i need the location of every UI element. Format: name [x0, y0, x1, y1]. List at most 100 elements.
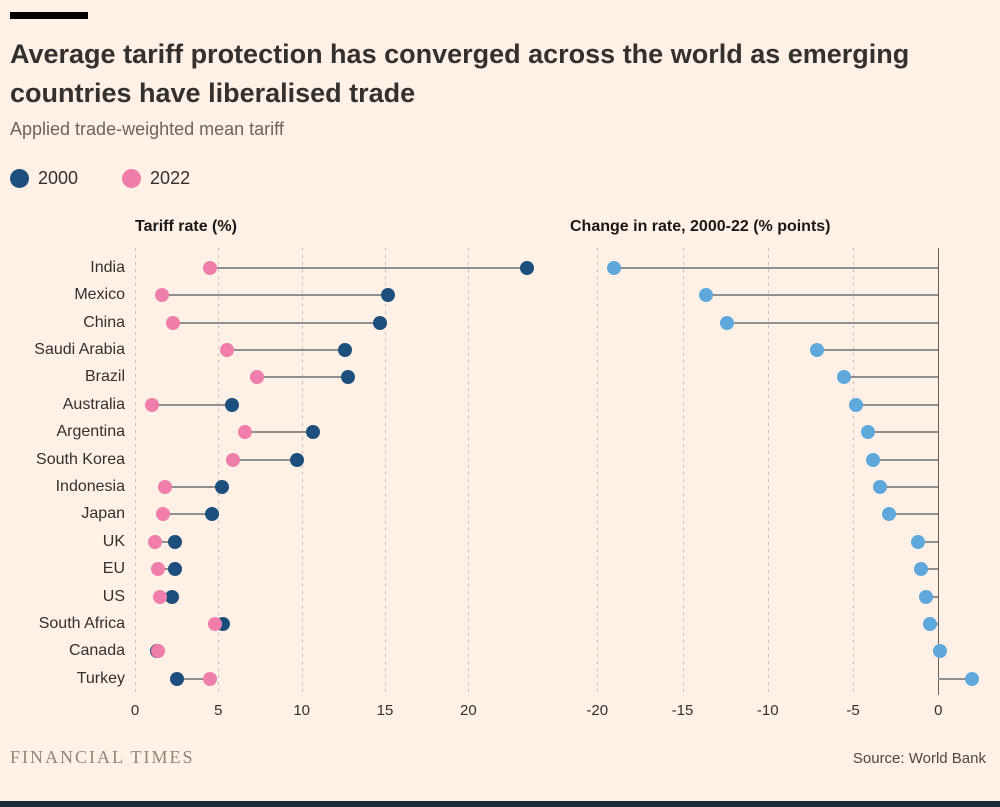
dot-change-india: [607, 260, 622, 275]
dot-change-uk: [910, 534, 925, 549]
axis-row: 0 5 10 15 20 -20 -15 -10 -5 0: [10, 695, 986, 721]
dot-2022-eu: [151, 562, 166, 577]
legend: 2000 2022: [10, 166, 1000, 190]
right-panel-title: Change in rate, 2000-22 (% points): [570, 218, 831, 236]
dot-2000-us: [164, 589, 179, 604]
country-label-turkey: Turkey: [76, 669, 125, 687]
country-label-brazil: Brazil: [84, 368, 125, 386]
dot-2000-indonesia: [214, 479, 229, 494]
dot-2022-south-africa: [208, 616, 222, 631]
dot-change-australia: [849, 397, 864, 412]
bottom-bar: [0, 801, 1000, 807]
dot-2000-south-korea: [289, 452, 304, 467]
connector-brazil: [256, 376, 349, 379]
dot-2000-saudi-arabia: [338, 342, 352, 357]
panel-title-spacer: [10, 218, 135, 236]
dot-2022-japan: [156, 507, 171, 522]
gridline--5: [853, 248, 855, 696]
country-label-china: China: [83, 313, 125, 331]
stem-india: [614, 266, 939, 269]
dot-2022-india: [203, 260, 217, 275]
country-label-mexico: Mexico: [74, 286, 125, 304]
stem-south-korea: [873, 458, 939, 461]
legend-dot-2022: [122, 168, 142, 188]
tick-label-10: 10: [293, 702, 310, 720]
gridline--20: [597, 248, 599, 696]
connector-eu: [158, 568, 175, 571]
dot-2022-mexico: [154, 288, 169, 303]
dot-2000-australia: [224, 397, 239, 412]
stem-uk: [917, 540, 939, 543]
panel-title-gap: [535, 218, 570, 236]
country-label-india: India: [90, 258, 125, 276]
tick-label--5: -5: [846, 702, 860, 720]
top-rule: [10, 12, 88, 19]
gridline--10: [767, 248, 769, 696]
connector-japan: [163, 513, 212, 516]
country-label-japan: Japan: [81, 505, 125, 523]
dot-2022-south-korea: [226, 452, 241, 467]
stem-saudi-arabia: [817, 348, 939, 351]
country-label-south-africa: South Africa: [38, 614, 125, 632]
source-note: Source: World Bank: [852, 750, 986, 768]
stem-argentina: [868, 431, 939, 434]
axis-gap: [535, 695, 570, 721]
gridline--15: [682, 248, 684, 696]
dot-2022-saudi-arabia: [219, 342, 234, 357]
dot-2000-china: [373, 315, 387, 330]
dot-change-canada: [932, 644, 947, 659]
stem-japan: [888, 513, 939, 516]
country-label-eu: EU: [102, 560, 125, 578]
dot-change-brazil: [837, 370, 852, 385]
stem-mexico: [706, 294, 939, 297]
connector-uk: [155, 540, 175, 543]
legend-dot-2000: [10, 168, 29, 188]
panel-titles: Tariff rate (%) Change in rate, 2000-22 …: [10, 218, 986, 236]
dot-change-south-korea: [866, 452, 881, 467]
country-label-south-korea: South Korea: [36, 450, 125, 468]
chart-title: Average tariff protection has converged …: [10, 39, 910, 109]
ft-chart-card: Average tariff protection has converged …: [0, 12, 1000, 807]
country-labels: India Mexico China Saudi Arabia Brazil Austra…: [10, 248, 135, 695]
dot-2000-brazil: [341, 370, 356, 385]
dot-2022-china: [166, 315, 181, 330]
left-panel-title: Tariff rate (%): [135, 218, 237, 236]
dot-change-china: [719, 315, 734, 330]
stem-eu: [921, 568, 939, 571]
connector-saudi-arabia: [226, 348, 345, 351]
tick-label-0: 0: [934, 702, 943, 720]
dot-2022-brazil: [249, 370, 264, 385]
country-label-uk: UK: [102, 532, 125, 550]
dot-2022-us: [153, 589, 167, 604]
dot-change-eu: [914, 562, 929, 577]
panel-gap: [535, 248, 570, 695]
chart-area: India Mexico China Saudi Arabia Brazil Austra…: [10, 248, 986, 696]
baseline-0: [938, 248, 940, 696]
legend-label-2022: 2022: [150, 167, 191, 188]
gridline-5: [218, 248, 220, 696]
connector-turkey: [176, 677, 210, 680]
dot-change-saudi-arabia: [810, 342, 825, 357]
tick-label-20: 20: [459, 702, 477, 720]
gridline-0: [135, 248, 136, 696]
dot-2000-argentina: [306, 425, 321, 440]
dot-2000-india: [519, 260, 534, 275]
stem-australia: [856, 403, 939, 406]
dot-2022-turkey: [203, 671, 217, 686]
connector-south-korea: [233, 458, 297, 461]
dot-2022-canada: [151, 644, 166, 659]
dot-2022-uk: [148, 534, 162, 549]
connector-indonesia: [165, 485, 222, 488]
dot-change-south-africa: [922, 616, 937, 631]
tick-label-15: 15: [376, 702, 394, 720]
legend-item-2000: 2000: [10, 168, 78, 189]
country-label-us: US: [102, 587, 125, 605]
dot-2000-turkey: [169, 671, 184, 686]
country-label-argentina: Argentina: [56, 423, 126, 441]
dot-2022-indonesia: [158, 479, 172, 494]
gridline-10: [301, 248, 303, 696]
chart-subtitle: Applied trade-weighted mean tariff: [10, 119, 284, 140]
dot-2000-uk: [168, 534, 182, 549]
tick-label--10: -10: [756, 702, 779, 720]
dot-change-us: [919, 589, 934, 604]
